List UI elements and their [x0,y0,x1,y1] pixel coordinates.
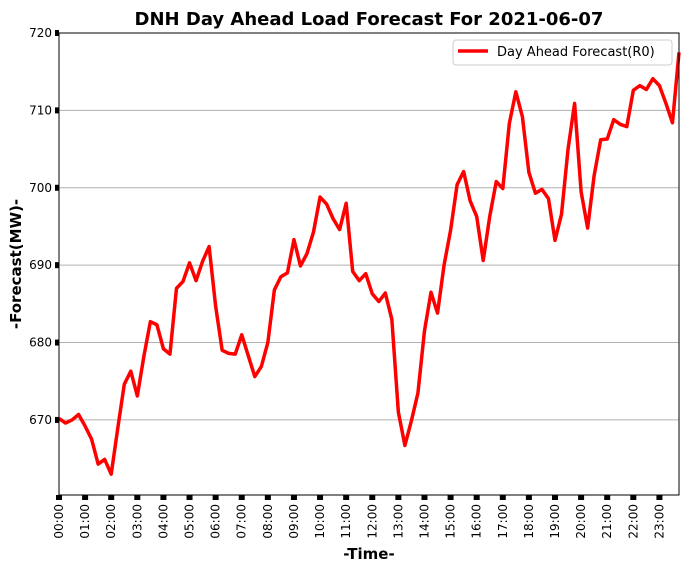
x-axis-label: -Time- [343,545,394,563]
x-tick-mark [186,495,193,500]
x-tick-mark [656,495,663,500]
x-tick-label: 13:00 [391,504,405,539]
x-tick-mark [499,495,506,500]
x-tick-mark [317,495,324,500]
x-tick-mark [160,495,167,500]
y-tick-label: 690 [29,258,52,272]
x-tick-mark [82,495,89,500]
legend-box [452,39,673,66]
x-tick-mark [369,495,376,500]
x-tick-mark [264,495,271,500]
x-tick-mark [630,495,637,500]
y-tick-label: 680 [29,336,52,350]
x-tick-mark [525,495,532,500]
x-tick-label: 12:00 [365,504,379,539]
x-tick-mark [134,495,141,500]
y-tick-mark [55,339,59,346]
x-tick-label: 20:00 [574,504,588,539]
x-tick-mark [552,495,558,500]
x-tick-mark [212,495,219,500]
y-tick-label: 720 [29,26,52,40]
x-tick-label: 15:00 [444,504,458,539]
x-tick-mark [108,495,115,500]
y-tick-mark [55,184,59,191]
x-tick-label: 10:00 [313,504,327,539]
x-tick-label: 04:00 [156,504,170,539]
x-tick-mark [343,495,350,500]
legend-label: Day Ahead Forecast(R0) [497,45,655,60]
x-tick-label: 01:00 [78,504,92,539]
x-axis-ticks: 00:00 01:00 02:00 03:00 04:00 05:00 06:00 07:00… [52,495,666,539]
x-tick-label: 18:00 [522,504,536,539]
y-tick-mark [55,262,59,269]
x-tick-label: 21:00 [600,504,614,539]
legend: Day Ahead Forecast(R0) [452,39,673,66]
x-tick-label: 22:00 [626,504,640,539]
y-axis-ticks: 670 680 690 700 710 720 [29,26,59,427]
series-line-day-ahead-forecast [57,52,681,476]
y-tick-label: 700 [29,181,52,195]
x-tick-label: 09:00 [287,504,301,539]
x-tick-label: 19:00 [548,504,562,539]
x-tick-label: 02:00 [104,504,118,539]
x-tick-label: 23:00 [652,504,666,539]
y-tick-label: 670 [29,413,52,427]
y-tick-mark [55,416,59,423]
x-tick-mark [290,495,297,500]
x-tick-label: 07:00 [235,504,249,539]
y-tick-mark [55,30,59,36]
y-tick-label: 710 [29,103,52,117]
x-tick-label: 14:00 [417,504,431,539]
x-tick-label: 03:00 [130,504,144,539]
x-tick-mark [447,495,454,500]
chart-title: DNH Day Ahead Load Forecast For 2021-06-… [135,9,604,30]
x-tick-mark [395,495,402,500]
x-tick-mark [473,495,480,500]
x-tick-label: 05:00 [183,504,197,539]
x-tick-label: 11:00 [339,504,353,539]
x-tick-label: 06:00 [209,504,223,539]
x-tick-label: 16:00 [470,504,484,539]
x-tick-mark [238,495,245,500]
series-layer [57,52,681,476]
x-tick-mark [578,495,585,500]
x-tick-mark [421,495,428,500]
x-tick-label: 08:00 [261,504,275,539]
x-tick-label: 17:00 [496,504,510,539]
x-tick-mark [604,495,611,500]
x-tick-mark [56,495,62,500]
y-axis-label: -Forecast(MW)- [7,199,25,329]
y-tick-mark [55,107,59,114]
x-tick-label: 00:00 [52,504,66,539]
